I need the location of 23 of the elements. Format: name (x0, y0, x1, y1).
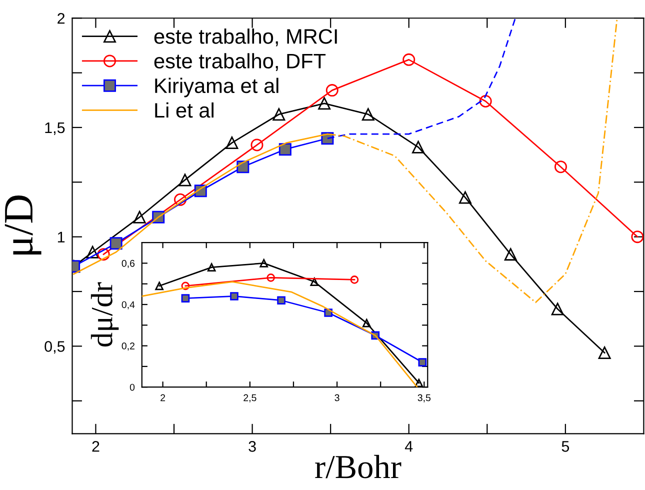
legend-label: Kiriyama et al (155, 78, 278, 98)
y-axis-title: dμ/dr (90, 282, 119, 347)
x-tick-label: 2 (160, 394, 166, 402)
x-tick-label: 3 (334, 394, 340, 402)
legend-label: este trabalho, DFT (154, 53, 326, 71)
y-tick-label: 2 (58, 13, 65, 24)
y-tick-label: 1 (58, 232, 65, 242)
x-tick-label: 4 (404, 441, 413, 452)
x-axis-title: r/Bohr (315, 454, 402, 478)
y-tick-label: 0 (130, 384, 135, 391)
y-tick-label: 0,4 (122, 301, 135, 310)
x-tick-label: 3 (248, 441, 256, 452)
x-tick-label: 2 (92, 441, 100, 452)
y-tick-label: 0,5 (44, 341, 65, 354)
legend-label: Li et al (155, 102, 214, 118)
y-tick-label: 0,2 (122, 342, 134, 351)
y-axis-title: μ/D (4, 196, 42, 255)
x-tick-label: 5 (562, 441, 570, 452)
y-tick-label: 0,6 (122, 260, 135, 268)
x-tick-label: 3,5 (418, 394, 430, 402)
legend-label: este trabalho, MRCI (154, 28, 337, 46)
x-tick-label: 2,5 (244, 394, 256, 402)
y-tick-label: 1,5 (45, 122, 65, 135)
